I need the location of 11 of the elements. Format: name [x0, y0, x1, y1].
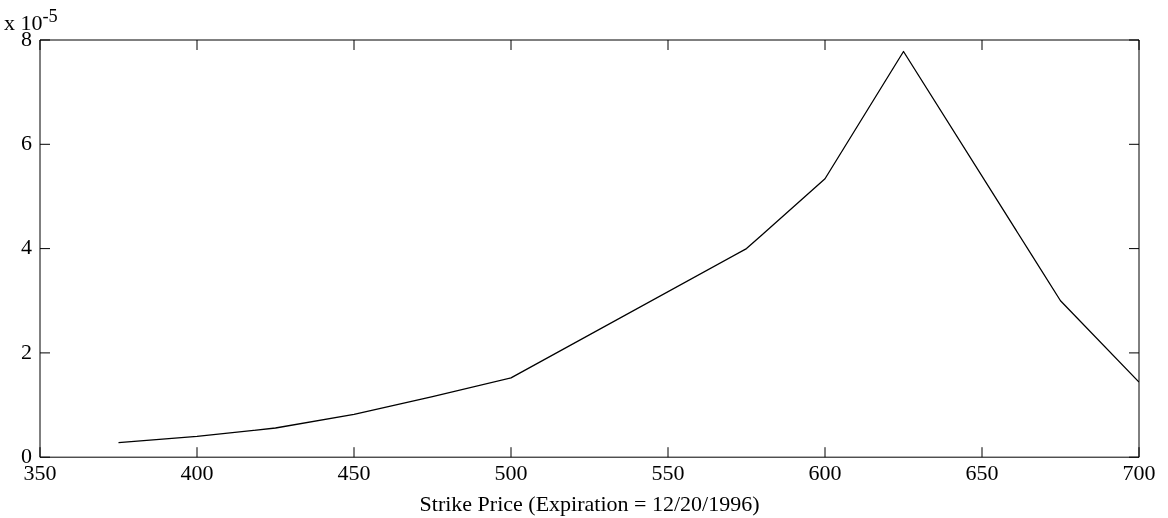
y-tick-label: 4 [21, 234, 32, 260]
x-tick-label: 700 [1122, 460, 1156, 486]
x-tick-label: 600 [808, 460, 842, 486]
y-tick-label: 6 [21, 130, 32, 156]
x-tick-label: 650 [965, 460, 999, 486]
x-tick-label: 500 [494, 460, 528, 486]
x-tick-label: 400 [180, 460, 214, 486]
x-tick-label: 550 [651, 460, 685, 486]
y-tick-label: 2 [21, 338, 32, 364]
x-axis-title: Strike Price (Expiration = 12/20/1996) [419, 490, 760, 516]
x-tick-label: 450 [337, 460, 371, 486]
